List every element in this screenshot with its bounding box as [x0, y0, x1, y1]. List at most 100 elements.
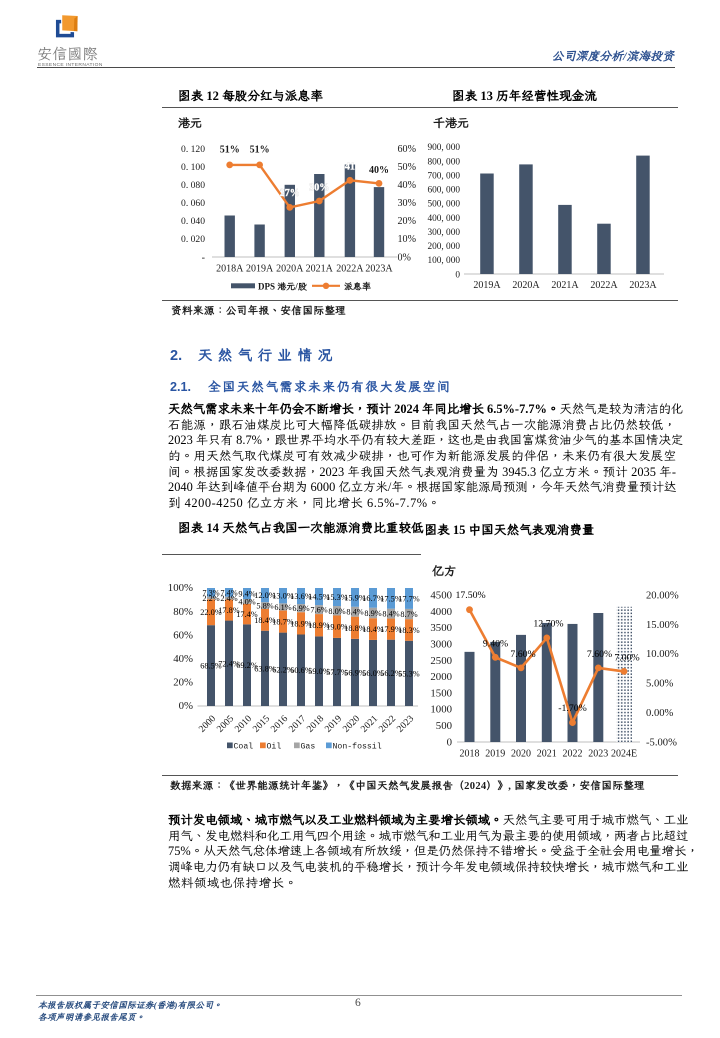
- svg-text:0%: 0%: [179, 700, 193, 712]
- svg-text:9.4%: 9.4%: [238, 590, 255, 599]
- svg-text:2018A: 2018A: [216, 264, 244, 275]
- svg-text:2000: 2000: [197, 713, 218, 734]
- svg-text:5.00%: 5.00%: [646, 679, 674, 690]
- svg-text:0. 100: 0. 100: [181, 162, 205, 173]
- svg-text:-5.00%: -5.00%: [646, 737, 677, 748]
- svg-text:40%: 40%: [173, 653, 193, 665]
- svg-text:2023: 2023: [588, 749, 608, 760]
- svg-text:2019A: 2019A: [246, 264, 274, 275]
- svg-text:2021A: 2021A: [551, 280, 579, 291]
- svg-text:15.00%: 15.00%: [646, 620, 679, 631]
- svg-text:20%: 20%: [173, 677, 193, 689]
- svg-text:20%: 20%: [398, 216, 417, 227]
- svg-text:40%: 40%: [369, 165, 389, 176]
- svg-text:2017: 2017: [287, 713, 308, 734]
- svg-text:600, 000: 600, 000: [427, 186, 460, 196]
- svg-text:ESSENCE INTERNATIONAL: ESSENCE INTERNATIONAL: [38, 62, 102, 68]
- svg-text:2005: 2005: [215, 713, 236, 734]
- svg-text:18.4%: 18.4%: [362, 625, 384, 634]
- svg-text:4000: 4000: [430, 606, 452, 618]
- svg-text:60%: 60%: [173, 629, 193, 641]
- svg-text:20.00%: 20.00%: [646, 590, 679, 601]
- svg-text:41: 41: [345, 162, 355, 173]
- svg-text:3500: 3500: [430, 622, 452, 634]
- svg-text:2024E: 2024E: [611, 749, 637, 760]
- svg-text:80%: 80%: [173, 606, 193, 618]
- svg-text:55.3%: 55.3%: [398, 669, 420, 678]
- svg-text:18.3%: 18.3%: [398, 626, 420, 635]
- svg-text:2500: 2500: [430, 655, 452, 667]
- svg-text:2018: 2018: [460, 749, 480, 760]
- svg-text:19.0%: 19.0%: [326, 623, 348, 632]
- svg-text:18.7%: 18.7%: [272, 618, 294, 627]
- svg-text:2020A: 2020A: [512, 280, 540, 291]
- svg-text:2021: 2021: [359, 713, 380, 734]
- svg-text:7.60%: 7.60%: [510, 649, 535, 660]
- svg-text:51%: 51%: [220, 145, 240, 156]
- svg-text:0. 020: 0. 020: [181, 234, 205, 245]
- svg-text:2015: 2015: [251, 713, 272, 734]
- svg-text:0. 080: 0. 080: [181, 180, 205, 191]
- svg-text:Non-fossil: Non-fossil: [333, 741, 382, 751]
- svg-text:9.40%: 9.40%: [483, 639, 508, 650]
- svg-text:Gas: Gas: [301, 742, 316, 751]
- svg-text:8.7%: 8.7%: [400, 610, 417, 619]
- svg-text:8.0%: 8.0%: [328, 607, 345, 616]
- svg-text:17.8%: 17.8%: [218, 606, 240, 615]
- svg-text:10.00%: 10.00%: [646, 649, 679, 660]
- svg-text:500: 500: [436, 720, 452, 732]
- svg-text:2000: 2000: [430, 671, 452, 683]
- svg-text:13.6%: 13.6%: [290, 592, 312, 601]
- svg-text:16.7%: 16.7%: [362, 594, 384, 603]
- svg-text:13.0%: 13.0%: [272, 592, 294, 601]
- svg-text:6.1%: 6.1%: [274, 603, 291, 612]
- svg-text:0.00%: 0.00%: [646, 708, 674, 719]
- svg-text:17.5%: 17.5%: [380, 594, 402, 603]
- svg-text:60%: 60%: [398, 144, 417, 155]
- svg-text:27%: 27%: [280, 188, 300, 199]
- svg-text:2018: 2018: [305, 713, 326, 734]
- svg-text:0%: 0%: [398, 252, 412, 263]
- svg-text:15.3%: 15.3%: [326, 593, 348, 602]
- svg-text:18.4%: 18.4%: [254, 616, 276, 625]
- svg-text:12.70%: 12.70%: [533, 619, 563, 630]
- svg-text:59.0%: 59.0%: [308, 667, 330, 676]
- svg-text:68.5%: 68.5%: [200, 662, 222, 671]
- svg-text:5.8%: 5.8%: [256, 602, 273, 611]
- svg-text:62.2%: 62.2%: [272, 665, 294, 674]
- svg-text:2022A: 2022A: [336, 264, 364, 275]
- svg-text:2019: 2019: [323, 713, 344, 734]
- svg-text:69.2%: 69.2%: [236, 661, 258, 670]
- svg-text:3000: 3000: [430, 638, 452, 650]
- svg-text:7.60%: 7.60%: [587, 649, 612, 660]
- svg-text:4500: 4500: [430, 589, 452, 601]
- svg-text:18.9%: 18.9%: [290, 619, 312, 628]
- svg-text:0: 0: [447, 736, 452, 748]
- svg-text:2021: 2021: [537, 749, 557, 760]
- svg-text:2020: 2020: [341, 713, 362, 734]
- svg-text:2010: 2010: [233, 713, 254, 734]
- svg-text:22.0%: 22.0%: [200, 608, 222, 617]
- svg-text:2020: 2020: [511, 749, 531, 760]
- svg-text:17.50%: 17.50%: [456, 590, 486, 601]
- svg-text:56.9%: 56.9%: [344, 668, 366, 677]
- svg-text:30%: 30%: [398, 198, 417, 209]
- svg-text:2016: 2016: [269, 713, 290, 734]
- svg-text:200, 000: 200, 000: [427, 242, 460, 252]
- svg-text:-: -: [202, 252, 205, 263]
- svg-text:17.4%: 17.4%: [236, 610, 258, 619]
- svg-text:56.0%: 56.0%: [362, 669, 384, 678]
- svg-text:2023: 2023: [395, 713, 416, 734]
- svg-text:2020A: 2020A: [276, 264, 304, 275]
- svg-text:0. 040: 0. 040: [181, 216, 205, 227]
- svg-text:4.0%: 4.0%: [238, 598, 255, 607]
- svg-text:8.4%: 8.4%: [346, 608, 363, 617]
- svg-text:60.6%: 60.6%: [290, 666, 312, 675]
- svg-text:2023A: 2023A: [629, 280, 657, 291]
- svg-text:1000: 1000: [430, 704, 452, 716]
- svg-text:10%: 10%: [398, 234, 417, 245]
- svg-text:63.8%: 63.8%: [254, 664, 276, 673]
- svg-text:56.2%: 56.2%: [380, 669, 402, 678]
- svg-text:2019: 2019: [485, 749, 505, 760]
- svg-text:1500: 1500: [430, 687, 452, 699]
